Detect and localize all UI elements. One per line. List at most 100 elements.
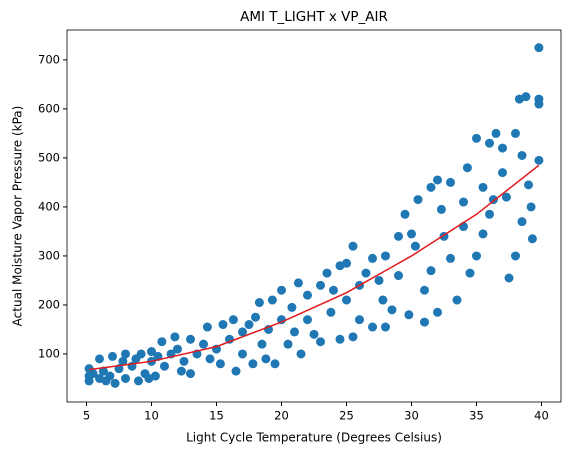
point — [173, 344, 182, 354]
point — [462, 163, 472, 173]
point — [381, 251, 390, 261]
point — [521, 92, 531, 102]
point — [426, 266, 436, 276]
point — [121, 373, 130, 383]
point — [316, 337, 325, 347]
point — [231, 366, 241, 376]
point — [257, 339, 267, 349]
point — [108, 351, 117, 361]
chart-title: AMI T_LIGHT x VP_AIR — [240, 9, 388, 25]
point — [378, 295, 388, 305]
point — [394, 271, 403, 281]
point — [228, 315, 238, 325]
point — [501, 192, 511, 202]
point — [342, 295, 351, 305]
point — [248, 359, 258, 369]
point — [215, 359, 225, 369]
point — [186, 369, 195, 379]
point — [348, 332, 358, 342]
point — [110, 378, 120, 388]
point — [478, 182, 488, 192]
y-tick-label: 200 — [38, 297, 60, 311]
x-tick-label: 15 — [209, 409, 224, 423]
point — [277, 285, 286, 295]
point — [361, 268, 371, 278]
point — [478, 229, 488, 239]
point — [534, 43, 544, 53]
y-axis-label: Actual Moisture Vapor Pressure (kPa) — [11, 106, 25, 327]
point — [433, 307, 442, 317]
point — [433, 175, 442, 185]
point — [465, 268, 475, 278]
point — [205, 354, 215, 364]
point — [410, 241, 420, 251]
point — [326, 307, 336, 317]
point — [485, 138, 494, 148]
point — [511, 251, 520, 261]
point — [283, 339, 293, 349]
point — [150, 371, 160, 381]
point — [136, 349, 146, 359]
x-tick-label: 5 — [83, 409, 90, 423]
point — [374, 275, 384, 285]
point — [290, 327, 299, 337]
point — [176, 366, 186, 376]
point — [238, 349, 247, 359]
point — [498, 143, 507, 153]
point — [147, 347, 156, 357]
point — [527, 234, 537, 244]
x-tick-label: 35 — [469, 409, 484, 423]
plot-area — [84, 43, 544, 388]
point — [526, 202, 536, 212]
point — [170, 332, 180, 342]
point — [517, 217, 527, 227]
x-axis-label: Light Cycle Temperature (Degrees Celsius… — [186, 431, 442, 445]
point — [316, 280, 325, 290]
point — [293, 278, 303, 288]
point — [160, 361, 169, 371]
point — [534, 155, 544, 165]
point — [303, 315, 312, 325]
y-tick-label: 300 — [38, 248, 60, 262]
point — [199, 339, 208, 349]
point — [459, 197, 468, 207]
point — [121, 349, 130, 359]
point — [404, 310, 414, 320]
point — [186, 334, 195, 344]
point — [491, 128, 501, 138]
point — [400, 209, 410, 219]
point — [452, 295, 462, 305]
point — [420, 317, 429, 327]
y-tick-label: 400 — [38, 199, 60, 213]
fit-line — [89, 164, 540, 371]
point — [98, 366, 108, 376]
point — [485, 209, 494, 219]
point — [504, 273, 514, 283]
point — [270, 359, 280, 369]
point — [335, 334, 345, 344]
point — [381, 322, 390, 332]
point — [238, 327, 247, 337]
point — [436, 204, 446, 214]
point — [105, 371, 115, 381]
point — [387, 305, 397, 315]
point — [534, 99, 544, 109]
point — [329, 285, 338, 295]
point — [244, 320, 254, 330]
point — [254, 298, 264, 308]
point — [368, 253, 377, 263]
point — [267, 295, 277, 305]
x-tick-label: 30 — [404, 409, 419, 423]
point — [157, 337, 167, 347]
point — [426, 182, 436, 192]
x-tick-label: 10 — [144, 409, 159, 423]
point — [118, 356, 128, 366]
x-tick-label: 25 — [339, 409, 354, 423]
x-tick-label: 20 — [274, 409, 289, 423]
point — [322, 268, 332, 278]
point — [88, 369, 98, 379]
point — [303, 290, 312, 300]
point — [472, 133, 481, 143]
